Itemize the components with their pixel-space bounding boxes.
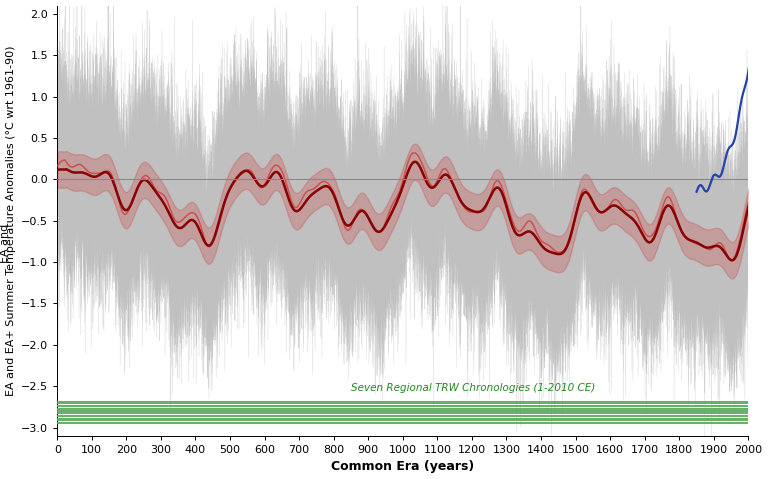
Text: Seven Regional TRW Chronologies (1-2010 CE): Seven Regional TRW Chronologies (1-2010 … [351,383,595,393]
X-axis label: Common Era (years): Common Era (years) [331,460,475,473]
Text: EA and: EA and [1,221,11,263]
Y-axis label: EA and EA+ Summer Temperature Anomalies (°C wrt 1961-90): EA and EA+ Summer Temperature Anomalies … [5,46,15,396]
